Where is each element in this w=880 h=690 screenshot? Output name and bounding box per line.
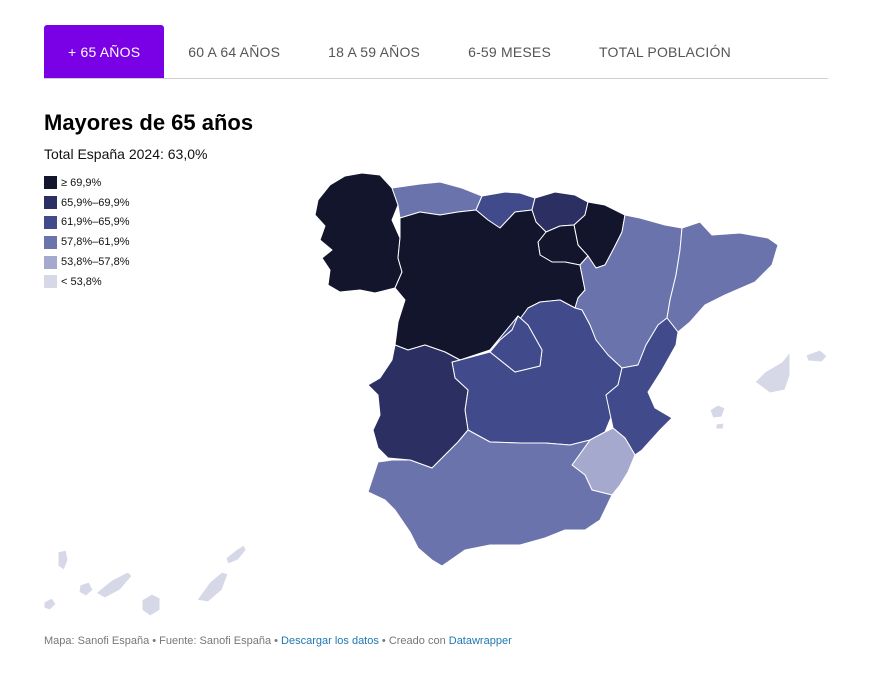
region-cataluna[interactable]	[666, 221, 779, 333]
island-formentera[interactable]	[715, 422, 725, 430]
island-fuerteventura[interactable]	[196, 571, 229, 603]
legend-swatch	[44, 196, 57, 210]
legend-swatch	[44, 255, 57, 269]
legend-label: 57,8%–61,9%	[61, 236, 130, 249]
legend-swatch	[44, 215, 57, 229]
created-with-text: • Creado con	[378, 635, 449, 647]
region-galicia[interactable]	[314, 172, 403, 294]
region-canarias[interactable]	[43, 544, 247, 617]
legend-swatch	[44, 235, 57, 249]
datawrapper-link[interactable]: Datawrapper	[448, 635, 512, 647]
island-mallorca[interactable]	[754, 351, 791, 394]
legend-item: 53,8%–57,8%	[44, 252, 130, 272]
legend-label: 61,9%–65,9%	[61, 216, 130, 229]
legend: ≥ 69,9% 65,9%–69,9% 61,9%–65,9% 57,8%–61…	[44, 173, 130, 292]
legend-label: < 53,8%	[61, 275, 102, 288]
island-tenerife[interactable]	[95, 571, 133, 599]
tab-60-64-anos[interactable]: 60 A 64 AÑOS	[188, 43, 281, 60]
legend-item: < 53,8%	[44, 272, 130, 292]
legend-label: 65,9%–69,9%	[61, 196, 130, 209]
legend-item: 61,9%–65,9%	[44, 213, 130, 233]
island-gran-canaria[interactable]	[141, 593, 161, 617]
island-el-hierro[interactable]	[43, 597, 57, 611]
island-ibiza[interactable]	[709, 404, 726, 419]
legend-swatch	[44, 275, 57, 289]
map-title: Mayores de 65 años	[44, 110, 254, 135]
tab-6-59-meses[interactable]: 6-59 MESES	[468, 43, 552, 60]
region-comunitat-valenciana[interactable]	[605, 317, 679, 456]
legend-swatch	[44, 176, 57, 190]
tab-65-anos[interactable]: + 65 AÑOS	[44, 25, 165, 78]
legend-item: ≥ 69,9%	[44, 173, 130, 193]
legend-item: 57,8%–61,9%	[44, 232, 130, 252]
island-la-palma[interactable]	[57, 549, 69, 571]
map-footer: Mapa: Sanofi España • Fuente: Sanofi Esp…	[44, 635, 512, 647]
island-lanzarote[interactable]	[225, 544, 247, 565]
legend-label: ≥ 69,9%	[61, 176, 102, 189]
legend-item: 65,9%–69,9%	[44, 193, 130, 213]
region-illes-balears[interactable]	[709, 349, 828, 430]
legend-label: 53,8%–57,8%	[61, 256, 130, 269]
region-andalucia[interactable]	[367, 429, 613, 567]
tab-bar: + 65 AÑOS 60 A 64 AÑOS 18 A 59 AÑOS 6-59…	[44, 25, 828, 79]
region-comunidad-de-madrid[interactable]	[489, 315, 543, 373]
tab-18-59-anos[interactable]: 18 A 59 AÑOS	[328, 43, 421, 60]
download-data-link[interactable]: Descargar los datos	[281, 635, 379, 647]
map-subtitle: Total España 2024: 63,0%	[44, 146, 208, 162]
source-text: Mapa: Sanofi España • Fuente: Sanofi Esp…	[44, 635, 282, 647]
island-menorca[interactable]	[805, 349, 828, 363]
island-la-gomera[interactable]	[78, 581, 94, 597]
tab-total-poblacion[interactable]: TOTAL POBLACIÓN	[599, 43, 731, 60]
